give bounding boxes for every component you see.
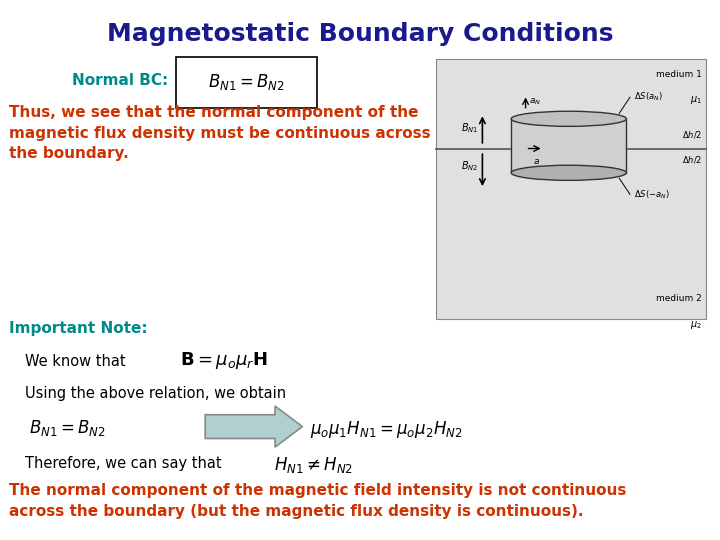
Text: Important Note:: Important Note: bbox=[9, 321, 148, 336]
Text: $\mu_2$: $\mu_2$ bbox=[690, 319, 702, 330]
Text: medium 1: medium 1 bbox=[656, 70, 702, 79]
Text: Normal BC:: Normal BC: bbox=[72, 73, 168, 88]
FancyBboxPatch shape bbox=[176, 57, 317, 108]
Text: The normal component of the magnetic field intensity is not continuous
across th: The normal component of the magnetic fie… bbox=[9, 483, 626, 519]
Text: Therefore, we can say that: Therefore, we can say that bbox=[25, 456, 222, 471]
Text: $\Delta S(a_N)$: $\Delta S(a_N)$ bbox=[634, 91, 662, 104]
Text: $\mu_1$: $\mu_1$ bbox=[690, 94, 702, 106]
Text: medium 2: medium 2 bbox=[656, 294, 702, 303]
Bar bbox=[511, 119, 626, 173]
Text: $\Delta S(-a_N)$: $\Delta S(-a_N)$ bbox=[634, 188, 670, 201]
Text: We know that: We know that bbox=[25, 354, 126, 369]
Text: $B_{N2}$: $B_{N2}$ bbox=[462, 159, 479, 173]
Text: $B_{N1} = B_{N2}$: $B_{N1} = B_{N2}$ bbox=[29, 418, 106, 438]
Text: $B_{N1}$: $B_{N1}$ bbox=[462, 122, 479, 135]
Text: $\Delta h/2$: $\Delta h/2$ bbox=[682, 154, 702, 165]
Text: $H_{N1} \neq H_{N2}$: $H_{N1} \neq H_{N2}$ bbox=[274, 455, 353, 475]
Text: $\mathbf{B} = \mu_o \mu_r \mathbf{H}$: $\mathbf{B} = \mu_o \mu_r \mathbf{H}$ bbox=[180, 350, 268, 371]
Text: Thus, we see that the normal component of the
magnetic flux density must be cont: Thus, we see that the normal component o… bbox=[9, 105, 431, 161]
Text: Using the above relation, we obtain: Using the above relation, we obtain bbox=[25, 386, 287, 401]
Text: $B_{N1} = B_{N2}$: $B_{N1} = B_{N2}$ bbox=[208, 72, 285, 92]
Ellipse shape bbox=[511, 111, 626, 126]
FancyBboxPatch shape bbox=[436, 59, 706, 319]
Text: $\mu_o \mu_1 H_{N1} = \mu_o \mu_2 H_{N2}$: $\mu_o \mu_1 H_{N1} = \mu_o \mu_2 H_{N2}… bbox=[310, 418, 462, 440]
Text: $a_N$: $a_N$ bbox=[529, 96, 541, 107]
Ellipse shape bbox=[511, 165, 626, 180]
Text: $a$: $a$ bbox=[533, 157, 540, 166]
Text: Magnetostatic Boundary Conditions: Magnetostatic Boundary Conditions bbox=[107, 22, 613, 45]
Text: $\Delta h/2$: $\Delta h/2$ bbox=[682, 130, 702, 140]
Polygon shape bbox=[205, 406, 302, 447]
